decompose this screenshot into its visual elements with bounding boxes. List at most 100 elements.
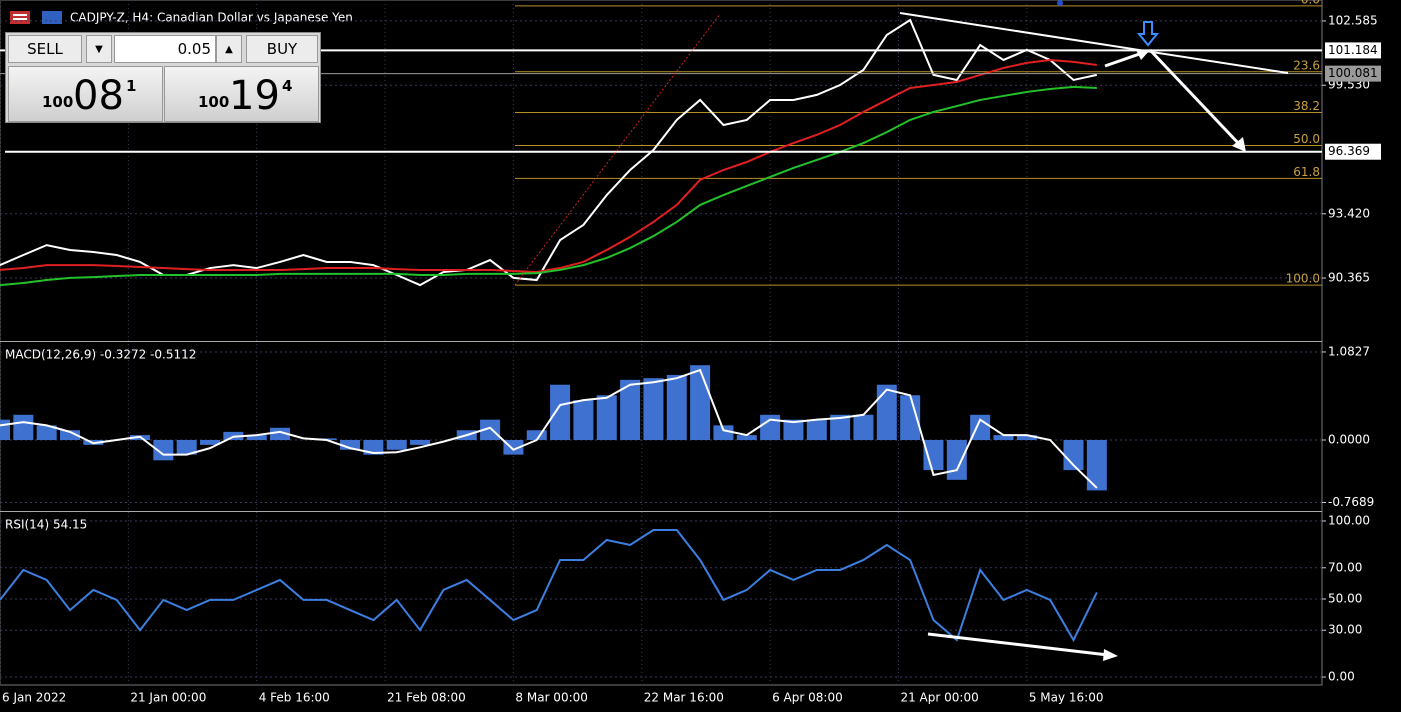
bid-quote[interactable]: 100 08 1 xyxy=(8,66,163,122)
histogram-bar xyxy=(246,435,267,440)
histogram-bar xyxy=(643,378,664,440)
price-label: 100.081 xyxy=(1328,66,1378,80)
x-tick-label: 5 May 16:00 xyxy=(1029,691,1104,705)
histogram-bar xyxy=(923,439,944,471)
histogram-bar xyxy=(0,419,10,440)
histogram-bar xyxy=(876,384,897,440)
histogram-bar xyxy=(176,439,197,455)
icon xyxy=(13,18,27,20)
y-tick-label: 0.0000 xyxy=(1328,432,1370,446)
y-tick-label: 0.00 xyxy=(1328,670,1355,684)
header: CADJPY-Z, H4: Canadian Dollar vs Japanes… xyxy=(10,11,353,25)
y-tick-label: 100.00 xyxy=(1328,513,1370,527)
icon xyxy=(13,14,27,16)
histogram-bar xyxy=(550,384,571,440)
histogram-bar xyxy=(480,419,501,440)
price-label-box xyxy=(1325,143,1381,160)
price-label-box xyxy=(1325,42,1381,59)
arrowhead xyxy=(1136,50,1150,60)
trendline xyxy=(899,12,1289,74)
window-title: CADJPY-Z, H4: Canadian Dollar vs Japanes… xyxy=(70,11,353,25)
histogram-bar xyxy=(783,419,804,440)
x-tick-label: 4 Feb 16:00 xyxy=(259,691,330,705)
y-tick-label: 30.00 xyxy=(1328,623,1362,637)
series-line xyxy=(0,85,1097,287)
y-tick-label: 70.00 xyxy=(1328,560,1362,574)
histogram-bar xyxy=(806,419,827,440)
marker xyxy=(1057,0,1063,6)
histogram-bar xyxy=(993,435,1014,440)
y-tick-label: 1.0827 xyxy=(1328,344,1370,358)
x-tick-label: 8 Mar 00:00 xyxy=(515,691,588,705)
fib-label: 0.0 xyxy=(1301,0,1320,6)
histogram-bar xyxy=(900,395,921,440)
x-tick-label: 6 Jan 2022 xyxy=(2,691,66,705)
histogram-bar xyxy=(853,414,874,440)
fib-label: 100.0 xyxy=(1286,272,1320,286)
y-tick-label: 102.585 xyxy=(1328,13,1378,27)
histogram-bar xyxy=(410,439,431,445)
histogram-bar xyxy=(1016,435,1037,440)
price-small: 1 xyxy=(126,77,137,95)
histogram-bar xyxy=(13,414,34,440)
frame xyxy=(0,0,1323,686)
signal-arrow xyxy=(1136,21,1160,47)
histogram-bar xyxy=(946,439,967,480)
histogram-bar xyxy=(760,414,781,440)
divergence-line xyxy=(927,632,1109,657)
y-tick-label: 90.365 xyxy=(1328,271,1370,285)
price-small: 4 xyxy=(282,77,293,95)
histogram-bar xyxy=(736,435,757,440)
arrowhead xyxy=(1232,137,1246,152)
ask-quote[interactable]: 100 19 4 xyxy=(164,66,319,122)
y-tick-label: -0.7689 xyxy=(1328,495,1374,509)
fib-label: 50.0 xyxy=(1293,132,1320,146)
lot-down[interactable]: ▼ xyxy=(86,35,112,63)
histogram-bar xyxy=(340,439,361,450)
price-prefix: 100 xyxy=(42,93,74,111)
lot-input[interactable]: 0.05 xyxy=(114,35,216,63)
histogram-bar xyxy=(503,439,524,455)
histogram-bar xyxy=(36,425,57,440)
histogram-bar xyxy=(526,430,547,440)
histogram-bar xyxy=(60,430,81,440)
x-tick-label: 21 Feb 08:00 xyxy=(387,691,466,705)
histogram-bar xyxy=(386,439,407,450)
x-tick-label: 21 Apr 00:00 xyxy=(900,691,978,705)
histogram-bar xyxy=(573,400,594,440)
price-label-box xyxy=(1325,65,1381,82)
price-prefix: 100 xyxy=(198,93,230,111)
icon xyxy=(42,11,62,24)
x-tick-label: 6 Apr 08:00 xyxy=(772,691,843,705)
y-tick-label: 93.420 xyxy=(1328,206,1370,220)
x-tick-label: 21 Jan 00:00 xyxy=(130,691,206,705)
fib-diagonal xyxy=(514,13,721,286)
fib-label: 23.6 xyxy=(1293,58,1320,72)
histogram-bar xyxy=(596,395,617,440)
series-line xyxy=(0,58,1097,274)
histogram-bar xyxy=(713,425,734,440)
histogram-bar xyxy=(666,374,687,440)
y-tick-label: 50.00 xyxy=(1328,592,1362,606)
histogram-bar xyxy=(200,439,221,445)
indicator-title: RSI(14) 54.15 xyxy=(5,518,87,532)
sell-button[interactable]: SELL xyxy=(8,35,82,63)
histogram-bar xyxy=(970,414,991,440)
histogram-bar xyxy=(1086,439,1107,491)
x-tick-label: 22 Mar 16:00 xyxy=(644,691,724,705)
series-line xyxy=(0,529,1098,643)
indicator-title: MACD(12,26,9) -0.3272 -0.5112 xyxy=(5,348,196,362)
price-big: 08 xyxy=(73,73,124,119)
histogram-bar xyxy=(620,379,641,440)
trade-panel: SELL ▼ 0.05 ▲ BUY 100 08 1 100 19 4 xyxy=(5,32,321,123)
fib-label: 38.2 xyxy=(1293,99,1320,113)
histogram-bar xyxy=(690,365,711,440)
lot-up[interactable]: ▲ xyxy=(216,35,242,63)
price-big: 19 xyxy=(229,73,280,119)
annotations xyxy=(514,0,1289,661)
series-line xyxy=(0,368,1098,489)
buy-button[interactable]: BUY xyxy=(246,35,318,63)
price-label: 96.369 xyxy=(1328,144,1370,158)
price-label: 101.184 xyxy=(1328,43,1378,57)
